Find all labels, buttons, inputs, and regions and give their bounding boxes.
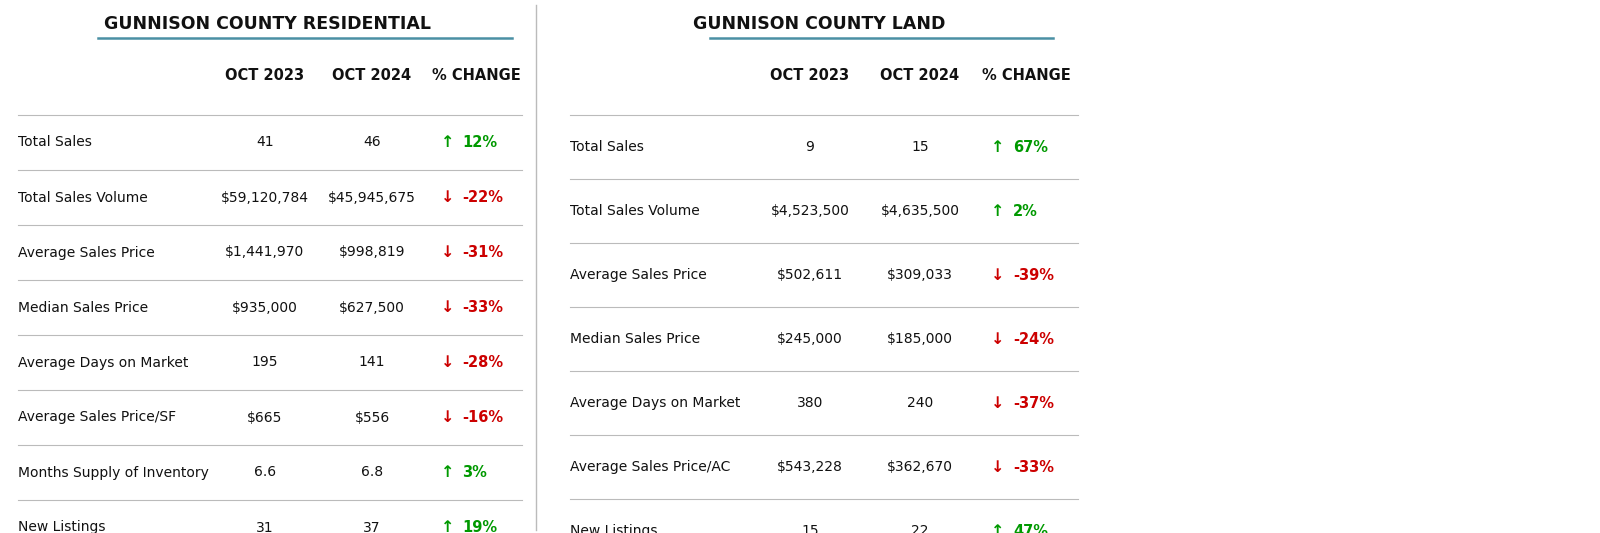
Text: $998,819: $998,819 <box>339 246 405 260</box>
Text: -22%: -22% <box>462 190 502 205</box>
Text: Average Sales Price: Average Sales Price <box>18 246 155 260</box>
Text: OCT 2023: OCT 2023 <box>226 68 304 83</box>
Text: 3%: 3% <box>462 465 486 480</box>
Text: New Listings: New Listings <box>570 524 658 533</box>
Text: -33%: -33% <box>462 300 502 315</box>
Text: Average Sales Price/SF: Average Sales Price/SF <box>18 410 176 424</box>
Text: 380: 380 <box>797 396 822 410</box>
Text: Total Sales Volume: Total Sales Volume <box>18 190 147 205</box>
Text: ↓: ↓ <box>442 410 454 425</box>
Text: GUNNISON COUNTY LAND: GUNNISON COUNTY LAND <box>693 15 946 33</box>
Text: Median Sales Price: Median Sales Price <box>18 301 149 314</box>
Text: $543,228: $543,228 <box>778 460 843 474</box>
Text: $4,523,500: $4,523,500 <box>771 204 850 218</box>
Text: 6.8: 6.8 <box>362 465 382 480</box>
Text: 22: 22 <box>912 524 928 533</box>
Text: GUNNISON COUNTY RESIDENTIAL: GUNNISON COUNTY RESIDENTIAL <box>104 15 430 33</box>
Text: 41: 41 <box>256 135 274 149</box>
Text: $556: $556 <box>354 410 390 424</box>
Text: 240: 240 <box>907 396 933 410</box>
Text: $502,611: $502,611 <box>778 268 843 282</box>
Text: 141: 141 <box>358 356 386 369</box>
Text: 47%: 47% <box>1013 523 1048 533</box>
Text: ↓: ↓ <box>442 190 454 205</box>
Text: $245,000: $245,000 <box>778 332 843 346</box>
Text: 19%: 19% <box>462 520 498 533</box>
Text: 6.6: 6.6 <box>254 465 277 480</box>
Text: Median Sales Price: Median Sales Price <box>570 332 701 346</box>
Text: 9: 9 <box>805 140 814 154</box>
Text: $362,670: $362,670 <box>886 460 954 474</box>
Text: -24%: -24% <box>1013 332 1054 346</box>
Text: 31: 31 <box>256 521 274 533</box>
Text: ↓: ↓ <box>992 268 1005 282</box>
Text: $627,500: $627,500 <box>339 301 405 314</box>
Text: -39%: -39% <box>1013 268 1054 282</box>
Text: $59,120,784: $59,120,784 <box>221 190 309 205</box>
Text: ↑: ↑ <box>442 520 454 533</box>
Text: ↓: ↓ <box>442 300 454 315</box>
Text: Average Days on Market: Average Days on Market <box>570 396 741 410</box>
Text: OCT 2023: OCT 2023 <box>771 68 850 83</box>
Text: ↑: ↑ <box>442 465 454 480</box>
Text: $935,000: $935,000 <box>232 301 298 314</box>
Text: -16%: -16% <box>462 410 502 425</box>
Text: $665: $665 <box>248 410 283 424</box>
Text: ↓: ↓ <box>992 459 1005 474</box>
Text: ↑: ↑ <box>992 204 1005 219</box>
Text: ↓: ↓ <box>442 355 454 370</box>
Text: Total Sales Volume: Total Sales Volume <box>570 204 699 218</box>
Text: Average Sales Price: Average Sales Price <box>570 268 707 282</box>
Text: ↓: ↓ <box>442 245 454 260</box>
Text: ↑: ↑ <box>992 140 1005 155</box>
Text: ↓: ↓ <box>992 332 1005 346</box>
Text: 15: 15 <box>802 524 819 533</box>
Text: 15: 15 <box>910 140 930 154</box>
Text: 2%: 2% <box>1013 204 1038 219</box>
Text: ↓: ↓ <box>992 395 1005 410</box>
Text: Months Supply of Inventory: Months Supply of Inventory <box>18 465 210 480</box>
Text: % CHANGE: % CHANGE <box>432 68 520 83</box>
Text: 195: 195 <box>251 356 278 369</box>
Text: Total Sales: Total Sales <box>18 135 91 149</box>
Text: 67%: 67% <box>1013 140 1048 155</box>
Text: Average Sales Price/AC: Average Sales Price/AC <box>570 460 730 474</box>
Text: 12%: 12% <box>462 135 498 150</box>
Text: Total Sales: Total Sales <box>570 140 643 154</box>
Text: -31%: -31% <box>462 245 502 260</box>
Text: 37: 37 <box>363 521 381 533</box>
Text: $4,635,500: $4,635,500 <box>880 204 960 218</box>
Text: $309,033: $309,033 <box>886 268 954 282</box>
Text: % CHANGE: % CHANGE <box>982 68 1070 83</box>
Text: New Listings: New Listings <box>18 521 106 533</box>
Text: OCT 2024: OCT 2024 <box>880 68 960 83</box>
Text: $1,441,970: $1,441,970 <box>226 246 304 260</box>
Text: ↑: ↑ <box>442 135 454 150</box>
Text: $185,000: $185,000 <box>886 332 954 346</box>
Text: -33%: -33% <box>1013 459 1054 474</box>
Text: -28%: -28% <box>462 355 502 370</box>
Text: ↑: ↑ <box>992 523 1005 533</box>
Text: Average Days on Market: Average Days on Market <box>18 356 189 369</box>
Text: $45,945,675: $45,945,675 <box>328 190 416 205</box>
Text: 46: 46 <box>363 135 381 149</box>
Text: OCT 2024: OCT 2024 <box>333 68 411 83</box>
Text: -37%: -37% <box>1013 395 1054 410</box>
